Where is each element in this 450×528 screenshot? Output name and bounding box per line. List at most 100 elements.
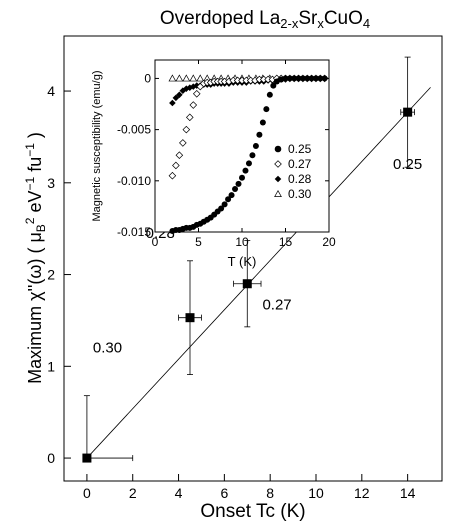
circle-marker: [274, 145, 282, 153]
circle-marker: [291, 75, 298, 82]
inset-series-0.25: [169, 75, 328, 234]
inset-y-tick-label: -0.010: [117, 174, 151, 188]
circle-marker: [266, 91, 273, 98]
circle-marker: [295, 75, 302, 82]
circle-marker: [259, 119, 266, 126]
circle-marker: [225, 196, 232, 203]
circle-marker: [252, 143, 259, 149]
circle-marker: [312, 75, 319, 82]
circle-marker: [221, 201, 228, 208]
circle-marker: [235, 180, 242, 187]
circle-marker: [232, 186, 239, 192]
circle-marker: [228, 192, 235, 199]
open-triangle-marker: [196, 74, 205, 82]
circle-marker: [321, 75, 328, 82]
inset-legend: 0.250.270.280.30: [274, 142, 312, 201]
inset-series: [168, 74, 329, 234]
open-triangle-marker: [175, 74, 184, 82]
main-data-point: [233, 240, 262, 328]
inset-x-tick-label: 20: [322, 235, 336, 249]
square-marker: [185, 313, 195, 323]
inset-x-tick-label: 5: [195, 235, 202, 249]
open-diamond-marker: [179, 139, 187, 147]
main-x-ticks: 0 2 4 6 8 10 12 14: [83, 474, 416, 501]
legend-label: 0.27: [288, 157, 312, 171]
main-y-tick-label: 2: [47, 267, 55, 283]
main-data-point: [82, 395, 134, 463]
main-plot-frame: [63, 35, 443, 482]
open-diamond-marker: [172, 161, 180, 170]
main-x-tick-label: 0: [83, 485, 91, 501]
fit-line: [86, 87, 431, 459]
legend-label: 0.28: [288, 172, 312, 186]
main-points: [82, 56, 415, 463]
main-data-point: [400, 56, 415, 168]
inset-x-tick-label: 0: [152, 235, 159, 249]
circle-marker: [239, 174, 245, 181]
circle-marker: [304, 75, 311, 82]
inset-plot: 0 5 10 15 20 0 -0.005 -0.010 -0.015 0.250.270.2…: [117, 59, 336, 249]
filled-diamond-marker: [176, 91, 183, 99]
inset-y-tick-label: -0.015: [117, 225, 151, 239]
open-diamond-marker: [175, 151, 184, 160]
main-y-axis-label: Maximum χ''(ω) ( μB2 eV−1 fu−1 ): [23, 132, 48, 384]
main-x-tick-label: 14: [400, 485, 416, 501]
main-y-ticks: 0 1 2 3 4: [47, 83, 71, 466]
open-triangle-marker: [189, 74, 198, 82]
square-marker: [242, 279, 252, 289]
circle-marker: [317, 75, 324, 82]
circle-marker: [308, 75, 315, 82]
open-diamond-marker: [186, 113, 194, 122]
open-diamond-marker: [182, 125, 191, 134]
main-x-axis-label: Onset Tc (K): [200, 501, 305, 522]
filled-diamond-marker: [193, 82, 201, 89]
inset-x-tick-label: 10: [235, 235, 249, 249]
circle-marker: [270, 82, 277, 89]
main-data-point: [178, 260, 202, 375]
point-labels: 0.300.280.270.25: [93, 156, 422, 357]
inset-y-axis-label: Magnetic susceptibility (emu/g): [91, 70, 103, 221]
open-triangle-marker: [168, 74, 177, 82]
circle-marker: [282, 75, 289, 82]
circle-marker: [256, 131, 263, 138]
open-diamond-marker: [192, 89, 201, 98]
square-marker: [403, 107, 413, 117]
filled-diamond-marker: [274, 175, 282, 183]
open-triangle-marker: [182, 74, 191, 82]
open-diamond-marker: [274, 160, 282, 168]
point-label: 0.25: [393, 156, 422, 173]
open-diamond-marker: [189, 101, 198, 109]
legend-label: 0.25: [288, 142, 312, 156]
filled-diamond-marker: [186, 84, 194, 91]
main-x-tick-label: 10: [308, 485, 324, 501]
main-x-tick-label: 12: [354, 485, 370, 501]
main-y-tick-label: 4: [47, 83, 55, 99]
open-diamond-marker: [168, 171, 177, 180]
inset-x-tick-label: 15: [279, 235, 293, 249]
inset-y-tick-label: 0: [144, 71, 151, 85]
legend-entry: 0.28: [274, 172, 312, 186]
legend-entry: 0.27: [274, 157, 312, 171]
circle-marker: [249, 152, 256, 159]
point-label: 0.30: [93, 340, 122, 357]
main-x-tick-label: 8: [266, 485, 274, 501]
main-title: Overdoped La2-xSrxCuO4: [160, 8, 370, 31]
legend-entry: 0.30: [274, 187, 312, 201]
main-x-tick-label: 2: [129, 485, 137, 501]
circle-marker: [286, 75, 293, 82]
main-y-tick-label: 1: [47, 358, 55, 374]
point-label: 0.27: [262, 296, 291, 313]
legend-label: 0.30: [288, 187, 312, 201]
open-triangle-marker: [274, 189, 282, 197]
inset-x-axis-label: T (K): [228, 254, 257, 269]
circle-marker: [218, 205, 225, 212]
inset-y-ticks: 0 -0.005 -0.010 -0.015: [117, 71, 329, 239]
circle-marker: [263, 106, 270, 113]
main-x-tick-label: 6: [220, 485, 228, 501]
legend-entry: 0.25: [274, 142, 312, 156]
circle-marker: [242, 167, 249, 174]
filled-diamond-marker: [169, 99, 176, 107]
fit-line-group: [86, 87, 431, 459]
